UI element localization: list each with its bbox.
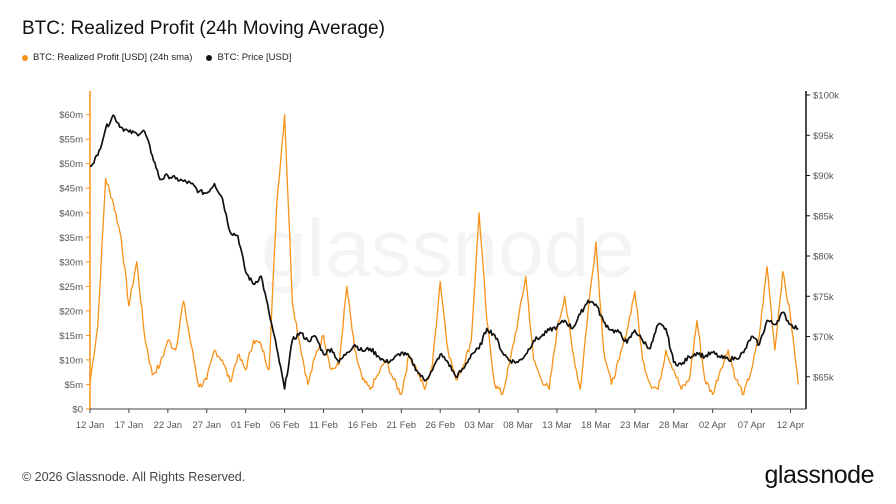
x-tick-label: 16 Feb xyxy=(348,420,378,431)
legend-swatch-price xyxy=(206,54,213,61)
x-tick-label: 13 Mar xyxy=(542,420,572,431)
y-left-tick-label: $45m xyxy=(59,184,83,195)
series-layer xyxy=(89,113,799,396)
y-left-tick-label: $30m xyxy=(59,257,83,268)
series-line-price xyxy=(89,114,799,390)
y-left-tick-label: $20m xyxy=(59,306,83,317)
legend-swatch-realized-profit xyxy=(22,54,28,61)
y-right-tick-label: $85k xyxy=(813,211,834,222)
y-left-tick-label: $25m xyxy=(59,282,83,293)
y-right-tick-label: $100k xyxy=(813,91,839,102)
y-left-tick-label: $10m xyxy=(59,355,83,366)
y-right-tick-label: $65k xyxy=(813,372,834,383)
x-tick-label: 26 Feb xyxy=(425,420,455,431)
x-tick-label: 21 Feb xyxy=(387,420,417,431)
y-right-tick-label: $70k xyxy=(813,332,834,343)
x-tick-label: 22 Jan xyxy=(154,420,183,431)
x-tick-label: 18 Mar xyxy=(581,420,611,431)
y-right-tick-label: $80k xyxy=(813,252,834,263)
y-left-tick-label: $35m xyxy=(59,233,83,244)
x-tick-label: 27 Jan xyxy=(192,420,221,431)
x-tick-label: 03 Mar xyxy=(464,420,494,431)
brand-logo[interactable]: glassnode xyxy=(764,461,875,489)
x-tick-label: 07 Apr xyxy=(738,420,765,431)
series-line-realized-profit xyxy=(89,113,799,396)
legend-item-price[interactable]: BTC: Price [USD] xyxy=(206,52,291,63)
x-tick-label: 28 Mar xyxy=(659,420,689,431)
y-left-tick-label: $0 xyxy=(72,405,83,416)
y-right-tick-label: $95k xyxy=(813,131,834,142)
x-tick-label: 17 Jan xyxy=(115,420,144,431)
x-tick-label: 06 Feb xyxy=(270,420,300,431)
y-left-tick-label: $55m xyxy=(59,135,83,146)
y-left-tick-label: $60m xyxy=(59,110,83,121)
x-tick-label: 08 Mar xyxy=(503,420,533,431)
legend: BTC: Realized Profit [USD] (24h sma) BTC… xyxy=(22,52,291,63)
y-left-tick-label: $40m xyxy=(59,208,83,219)
x-tick-label: 01 Feb xyxy=(231,420,261,431)
x-tick-label: 12 Jan xyxy=(76,420,105,431)
y-left-tick-label: $5m xyxy=(65,380,84,391)
y-left-tick-label: $15m xyxy=(59,331,83,342)
x-tick-label: 11 Feb xyxy=(309,420,338,431)
watermark: glassnode xyxy=(261,203,635,294)
chart-title: BTC: Realized Profit (24h Moving Average… xyxy=(22,18,385,39)
y-left-tick-label: $50m xyxy=(59,159,83,170)
axes-group: $0 $5m $10m $15m $20m $25m $30m $35m $40m $45m $50… xyxy=(59,91,839,432)
legend-label-realized-profit: BTC: Realized Profit [USD] (24h sma) xyxy=(33,52,193,63)
x-tick-label: 02 Apr xyxy=(699,420,726,431)
y-right-tick-label: $90k xyxy=(813,171,834,182)
x-tick-label: 12 Apr xyxy=(777,420,804,431)
legend-item-realized-profit[interactable]: BTC: Realized Profit [USD] (24h sma) xyxy=(22,52,192,63)
legend-label-price: BTC: Price [USD] xyxy=(217,52,292,63)
y-right-tick-label: $75k xyxy=(813,292,834,303)
x-tick-label: 23 Mar xyxy=(620,420,650,431)
copyright-text: © 2026 Glassnode. All Rights Reserved. xyxy=(22,470,246,484)
